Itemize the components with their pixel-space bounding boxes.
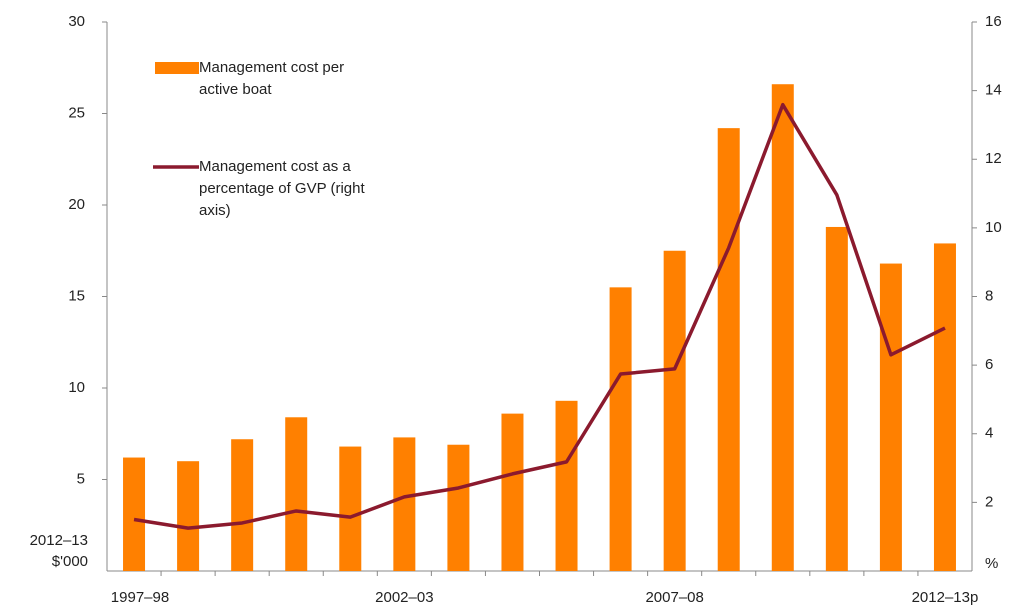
y2-tick-label: 10 [985,219,1002,236]
legend-label: Management cost per active boat [199,59,345,98]
y2-tick-label: 2 [985,493,993,510]
y2-axis-label: % [985,555,999,572]
x-tick-label: 2002–03 [375,589,433,606]
bar [123,457,146,571]
legend-swatch [155,62,199,74]
y2-tick-label: 6 [985,356,993,373]
bar [555,400,578,571]
y-tick-label: 25 [68,104,85,121]
bar [933,243,956,571]
x-tick-label: 2007–08 [645,589,703,606]
bar [663,250,686,571]
y2-tick-label: 4 [985,425,993,442]
y-tick-label: 30 [68,13,85,30]
x-tick-label: 2012–13p [912,589,979,606]
line [133,102,946,530]
bar [231,439,254,571]
bar [717,128,740,571]
y-tick-label: 20 [68,196,85,213]
y2-tick-label: 8 [985,287,993,304]
x-tick-label: 1997–98 [111,589,169,606]
bar [825,226,848,571]
y-axis-label: 2012–13 $'000 [29,532,88,570]
y-tick-label: 10 [68,379,85,396]
y-tick-label: 5 [77,470,85,487]
y2-tick-label: 14 [985,82,1002,99]
bar [771,84,794,571]
y2-tick-label: 12 [985,150,1002,167]
bar [177,461,200,571]
bar [879,263,902,571]
bar [447,444,470,571]
bar [393,437,416,571]
legend-label: Management cost as a percentage of GVP (… [199,158,365,219]
bar [609,287,632,571]
y2-tick-label: 16 [985,13,1002,30]
bar [501,413,524,571]
y-tick-label: 15 [68,287,85,304]
bar [285,417,308,571]
bar [339,446,362,571]
